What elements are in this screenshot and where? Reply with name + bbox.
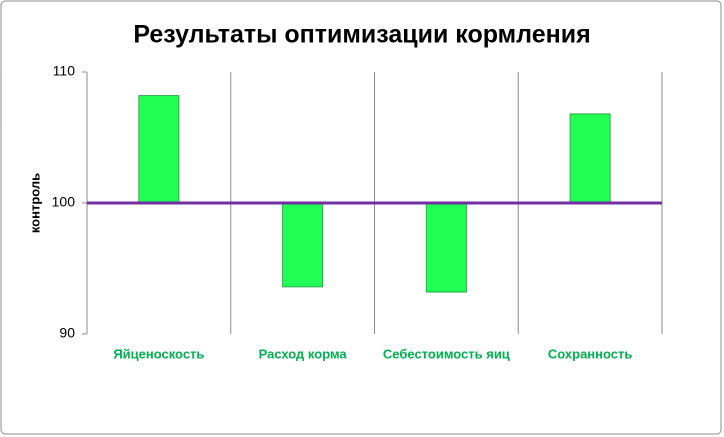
y-tick-label: 100	[52, 194, 76, 210]
y-tick-label: 110	[53, 63, 76, 79]
x-tick-label: Сохранность	[548, 346, 632, 361]
bar	[425, 202, 467, 293]
chart-title: Результаты оптимизации кормления	[133, 21, 590, 49]
y-tick-label: 90	[59, 325, 75, 341]
bar	[138, 95, 180, 204]
y-axis-label: контроль	[27, 173, 42, 233]
x-tick-label: Себестоимость яиц	[383, 346, 510, 361]
x-tick-label: Яйценоскость	[113, 346, 204, 361]
x-tick-label: Расход корма	[259, 346, 348, 361]
bar	[569, 113, 611, 204]
bar	[282, 202, 324, 288]
